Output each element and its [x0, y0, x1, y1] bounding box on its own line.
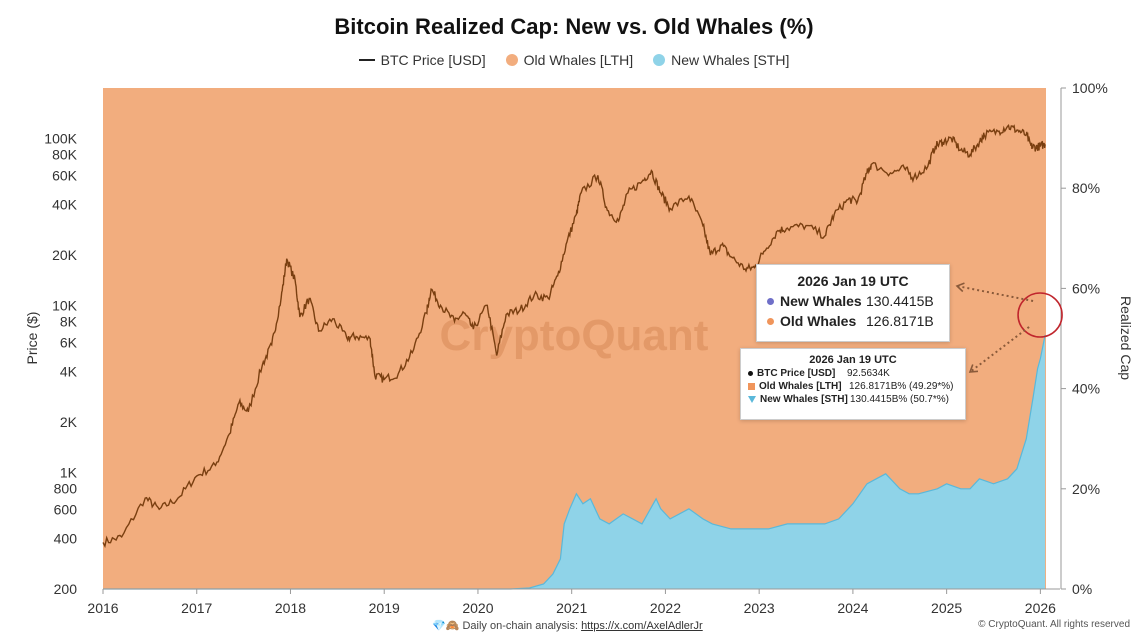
arrow-to-large-tooltip-head [955, 282, 965, 293]
btc-price-line [102, 124, 1046, 549]
dot-icon [748, 371, 753, 376]
footer-attribution: 💎🙈 Daily on-chain analysis: https://x.co… [432, 619, 703, 632]
tooltip-large-row-new: New Whales 130.4415B [767, 293, 949, 309]
y-left-tick-label: 20K [52, 247, 78, 263]
y-left-tick-label: 200 [54, 581, 78, 597]
tooltip-large-date: 2026 Jan 19 UTC [797, 273, 909, 289]
tooltip-small-value: 130.4415B% (50.7*%) [850, 394, 949, 405]
dot-icon [767, 317, 774, 325]
watermark: CryptoQuant [440, 311, 709, 360]
tooltip-small-value: 126.8171B% (49.29*%) [849, 381, 954, 392]
y-left-tick-label: 40K [52, 197, 78, 213]
axes: 2016 2017 2018 2019 2020 2021 2022 2023 2024 2025… [44, 80, 1108, 616]
arrow-to-small-tooltip [969, 326, 1030, 373]
square-icon [748, 383, 755, 390]
dot-icon [767, 297, 774, 305]
y-axis-right-label: Realized Cap [1118, 296, 1134, 380]
x-tick-label: 2023 [744, 600, 775, 616]
new-whales-edge-line [103, 334, 1046, 590]
y-left-tick-label: 800 [54, 480, 78, 496]
footer-prefix: 💎🙈 Daily on-chain analysis: [432, 620, 582, 632]
tooltip-small-label: BTC Price [USD] [757, 368, 836, 379]
tooltip-small-label: New Whales [STH] [760, 394, 848, 405]
chart-legend: BTC Price [USD] Old Whales [LTH] New Wha… [0, 52, 1148, 68]
y-left-tick-label: 60K [52, 167, 78, 183]
legend-item-price[interactable]: BTC Price [USD] [358, 52, 486, 68]
y-right-tick-label: 100% [1072, 80, 1108, 96]
x-tick-label: 2019 [369, 600, 400, 616]
tooltip-small: 2026 Jan 19 UTC BTC Price [USD] 92.5634K… [740, 348, 966, 420]
legend-label-new-whales: New Whales [STH] [671, 52, 790, 68]
tooltip-large-label: New Whales [780, 293, 862, 309]
y-left-tick-label: 2K [60, 414, 78, 430]
y-left-tick-label: 100K [44, 130, 77, 146]
arrow-to-small-tooltip-head [968, 364, 979, 373]
y-left-tick-label: 600 [54, 501, 78, 517]
tooltip-large: 2026 Jan 19 UTC New Whales 130.4415B Old… [756, 264, 950, 342]
triangle-icon [748, 396, 756, 403]
y-right-tick-label: 0% [1072, 581, 1092, 597]
x-tick-label: 2017 [181, 600, 212, 616]
highlight-circle [1017, 292, 1063, 338]
legend-item-old-whales[interactable]: Old Whales [LTH] [505, 52, 634, 68]
new-whales-area [103, 335, 1046, 589]
x-tick-label: 2024 [837, 600, 868, 616]
tooltip-small-label: Old Whales [LTH] [759, 381, 842, 392]
y-left-tick-label: 8K [60, 313, 78, 329]
y-left-tick-label: 10K [52, 297, 78, 313]
y-right-tick-label: 40% [1072, 381, 1100, 397]
legend-dot-icon [505, 54, 518, 66]
tooltip-large-value: 130.4415B [866, 293, 934, 309]
legend-label-old-whales: Old Whales [LTH] [523, 52, 634, 68]
y-left-tick-label: 1K [60, 464, 78, 480]
legend-line-icon [358, 59, 375, 61]
x-tick-label: 2026 [1025, 600, 1056, 616]
x-tick-label: 2022 [650, 600, 681, 616]
y-right-tick-label: 80% [1072, 180, 1100, 196]
y-right-tick-label: 20% [1072, 481, 1100, 497]
x-tick-label: 2021 [556, 600, 587, 616]
tooltip-small-value: 92.5634K [847, 368, 890, 379]
tooltip-small-row-old: Old Whales [LTH] 126.8171B% (49.29*%) [748, 381, 965, 392]
annotation-arrows [955, 282, 1034, 373]
tooltip-large-label: Old Whales [780, 313, 857, 329]
chart-title: Bitcoin Realized Cap: New vs. Old Whales… [334, 14, 814, 39]
tooltip-small-row-new: New Whales [STH] 130.4415B% (50.7*%) [748, 394, 965, 405]
tooltip-large-row-old: Old Whales 126.8171B [767, 313, 949, 329]
tooltip-small-row-price: BTC Price [USD] 92.5634K [748, 368, 965, 379]
y-left-tick-label: 6K [60, 334, 78, 350]
y-left-tick-label: 4K [60, 364, 78, 380]
x-tick-label: 2018 [275, 600, 306, 616]
legend-label-price: BTC Price [USD] [380, 52, 486, 68]
tooltip-large-value: 126.8171B [866, 313, 934, 329]
legend-dot-icon [653, 54, 666, 66]
x-tick-label: 2025 [931, 600, 962, 616]
y-left-tick-label: 400 [54, 531, 78, 547]
y-right-tick-label: 60% [1072, 280, 1100, 296]
tooltip-small-date: 2026 Jan 19 UTC [809, 354, 897, 366]
legend-item-new-whales[interactable]: New Whales [STH] [653, 52, 789, 68]
y-axis-left-label: Price ($) [24, 312, 40, 365]
y-left-tick-label: 80K [52, 146, 78, 162]
footer-link[interactable]: https://x.com/AxelAdlerJr [581, 620, 703, 632]
footer-copyright: © CryptoQuant. All rights reserved [978, 619, 1130, 630]
x-tick-label: 2020 [462, 600, 493, 616]
x-tick-label: 2016 [87, 600, 118, 616]
